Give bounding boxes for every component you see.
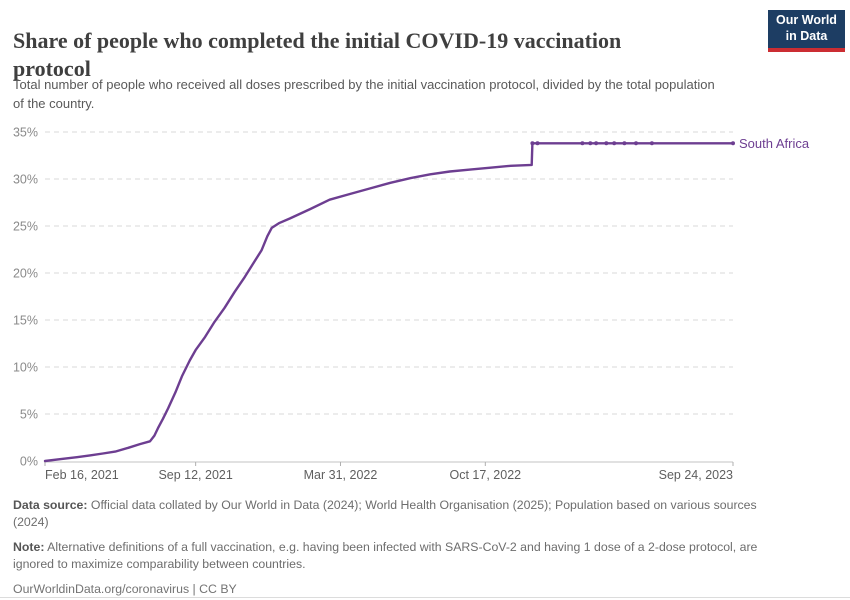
series-line	[43, 142, 735, 463]
data-point-marker	[588, 141, 593, 146]
cc-by-link[interactable]: CC BY	[199, 581, 237, 596]
x-axis-tick-label: Oct 17, 2022	[450, 468, 522, 482]
y-axis-tick-label: 20%	[13, 267, 38, 281]
license-separator: |	[189, 581, 200, 596]
data-point-marker	[535, 141, 540, 146]
data-source-line: Data source: Official data collated by O…	[13, 497, 833, 532]
data-point-marker	[634, 141, 638, 146]
owid-url-link[interactable]: OurWorldinData.org/coronavirus	[13, 581, 190, 596]
note-label: Note:	[13, 539, 45, 554]
x-axis-tick-label: Mar 31, 2022	[304, 468, 378, 482]
x-axis-tick-label: Sep 24, 2023	[659, 468, 733, 482]
owid-logo[interactable]: Our World in Data	[768, 10, 845, 52]
y-axis-tick-label: 15%	[13, 314, 38, 328]
owid-logo-line1: Our World	[776, 13, 837, 28]
data-point-marker	[649, 141, 654, 146]
data-point-marker	[580, 141, 585, 146]
data-point-marker	[604, 141, 609, 146]
y-axis-tick-label: 30%	[13, 173, 38, 187]
note-line: Note: Alternative definitions of a full …	[13, 539, 833, 574]
chart-title: Share of people who completed the initia…	[13, 27, 622, 82]
y-axis-tick-label: 25%	[13, 220, 38, 234]
owid-logo-line2: in Data	[785, 29, 828, 43]
chart-footer: Data source: Official data collated by O…	[13, 497, 833, 600]
entity-label: South Africa	[739, 136, 810, 151]
y-axis-tick-label: 0%	[20, 455, 38, 469]
data-point-marker	[622, 141, 627, 146]
data-point-marker	[530, 141, 535, 146]
line-chart-plot-area[interactable]: 0% 5% 10% 15% 20% 25% 30% 35% Feb 16, 2021 Sep 12…	[0, 0, 850, 492]
x-axis-tick-label: Feb 16, 2021	[45, 468, 119, 482]
data-point-marker	[731, 141, 735, 146]
y-axis-tick-label: 5%	[20, 408, 38, 422]
data-point-marker	[612, 141, 617, 146]
bottom-divider	[0, 597, 850, 598]
chart-subtitle: Total number of people who received all …	[13, 77, 715, 111]
y-axis-tick-label: 10%	[13, 361, 38, 375]
y-axis-tick-label: 35%	[13, 126, 38, 140]
license-line: OurWorldinData.org/coronavirus | CC BY	[13, 581, 833, 598]
data-source-text: Official data collated by Our World in D…	[13, 498, 757, 530]
note-text: Alternative definitions of a full vaccin…	[13, 539, 758, 572]
x-axis-tick-label: Sep 12, 2021	[158, 468, 232, 482]
data-source-label: Data source:	[13, 498, 88, 512]
data-point-marker	[594, 141, 599, 146]
